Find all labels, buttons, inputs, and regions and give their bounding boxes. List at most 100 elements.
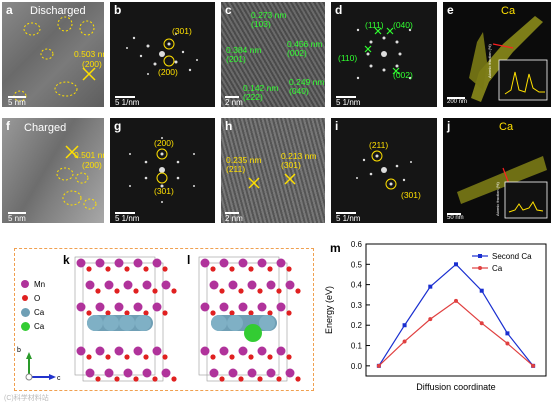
mn-atom xyxy=(104,368,114,378)
panel-letter: c xyxy=(225,3,232,17)
mn-atom xyxy=(133,346,143,356)
data-point xyxy=(402,323,407,328)
plane-label: (301) xyxy=(172,26,192,36)
plane-label: (111) xyxy=(365,20,384,30)
panel-i-fft: i (211) (301) 5 1/nm xyxy=(331,118,437,223)
scale-bar xyxy=(225,212,239,214)
scale-bar xyxy=(8,96,26,98)
x-axis-label: Diffusion coordinate xyxy=(416,382,495,392)
plane-label: (200) xyxy=(82,160,102,170)
o-atom xyxy=(171,376,177,382)
panel-letter: k xyxy=(63,253,70,267)
mn-atom xyxy=(152,302,162,312)
panel-letter: d xyxy=(335,3,343,17)
o-atom xyxy=(105,266,111,272)
crystal-axes xyxy=(25,352,56,381)
panel-letter: f xyxy=(6,119,10,133)
mn-atom xyxy=(257,302,267,312)
panel-letter: a xyxy=(6,3,13,17)
o-atom xyxy=(143,310,149,316)
diffraction-pattern xyxy=(356,150,412,190)
crystal-model-k xyxy=(74,256,177,382)
mn-atom xyxy=(114,346,124,356)
mn-atom xyxy=(85,368,95,378)
scale-bar xyxy=(8,212,26,214)
mn-atom xyxy=(161,368,171,378)
scale-bar xyxy=(225,96,239,98)
legend-label: Ca xyxy=(492,264,503,273)
panel-h-hrtem: h 0.235 nm (211) 0.213 nm (301) 2 nm xyxy=(221,118,325,223)
o-atom xyxy=(295,376,301,382)
panel-a-tem-discharged: a Discharged 0.503 nm (200) 5 nm xyxy=(2,2,104,107)
plane-label: (301) xyxy=(401,190,421,200)
o-atom xyxy=(114,376,120,382)
data-point xyxy=(531,363,536,368)
d-spacing-label: 0.501 nm xyxy=(74,150,104,160)
data-point xyxy=(479,321,484,326)
scale-label: 50 nm xyxy=(447,215,464,221)
legend-item-ca-new: Ca xyxy=(21,319,61,333)
d-spacing-label: 0.235 nm (211) xyxy=(226,155,262,174)
plane-label: (110) xyxy=(338,53,358,63)
o-atom xyxy=(105,310,111,316)
mn-atom xyxy=(85,280,95,290)
mn-atom xyxy=(200,258,210,268)
scale-bar xyxy=(336,96,356,98)
scale-bar xyxy=(115,96,135,98)
data-point xyxy=(428,317,433,322)
data-point xyxy=(428,284,433,289)
o-atom xyxy=(276,376,282,382)
scale-bar xyxy=(115,212,135,214)
y-axis-label: Energy (eV) xyxy=(324,286,334,334)
d-spacing-label: 0.384 nm (201) xyxy=(226,45,262,64)
panel-title: Charged xyxy=(24,122,67,134)
o-atom xyxy=(257,288,263,294)
o-atom xyxy=(133,288,139,294)
scale-label: 2 nm xyxy=(225,214,243,223)
panel-letter: b xyxy=(114,3,122,17)
mn-atom-icon xyxy=(21,280,29,288)
mn-atom xyxy=(266,368,276,378)
o-atom xyxy=(267,354,273,360)
o-atom xyxy=(86,310,92,316)
panel-letter: h xyxy=(225,119,233,133)
mn-atom xyxy=(285,280,295,290)
panel-title: Discharged xyxy=(30,5,86,17)
diffraction-pattern xyxy=(126,33,198,75)
plane-label: (200) xyxy=(82,59,102,69)
legend-item-ca-host: Ca xyxy=(21,305,61,319)
o-atom xyxy=(124,310,130,316)
lattice-markers xyxy=(13,16,96,102)
axis-c-label: c xyxy=(57,375,61,382)
o-atom xyxy=(95,376,101,382)
series-line xyxy=(378,263,534,367)
plane-label: (040) xyxy=(393,20,413,30)
o-atom xyxy=(210,354,216,360)
panel-b-fft: b (301) (200) 5 1/nm xyxy=(110,2,215,107)
panel-letter: e xyxy=(447,3,454,17)
mn-atom xyxy=(76,258,86,268)
ca-map xyxy=(457,156,548,219)
o-atom xyxy=(162,266,168,272)
mn-atom xyxy=(142,368,152,378)
o-atom xyxy=(229,354,235,360)
lattice-markers xyxy=(56,145,97,210)
mn-atom xyxy=(209,368,219,378)
o-atom xyxy=(219,376,225,382)
panel-letter: g xyxy=(114,119,122,133)
y-tick-label: 0.3 xyxy=(351,301,363,310)
data-point xyxy=(402,339,407,344)
y-tick-label: 0.2 xyxy=(351,321,363,330)
panel-d-fft: d (111) (040) (110) (002) 5 1/nm xyxy=(331,2,437,107)
plane-label: (211) xyxy=(369,140,389,150)
o-atom xyxy=(114,288,120,294)
o-atom xyxy=(86,266,92,272)
scale-label: 5 1/nm xyxy=(115,214,140,223)
d-spacing-label: 0.456 nm (002) xyxy=(287,39,323,58)
ca-atom-icon xyxy=(21,307,30,317)
data-point xyxy=(479,288,484,293)
mn-atom xyxy=(123,368,133,378)
o-atom xyxy=(152,376,158,382)
o-atom xyxy=(286,354,292,360)
mn-atom xyxy=(76,346,86,356)
